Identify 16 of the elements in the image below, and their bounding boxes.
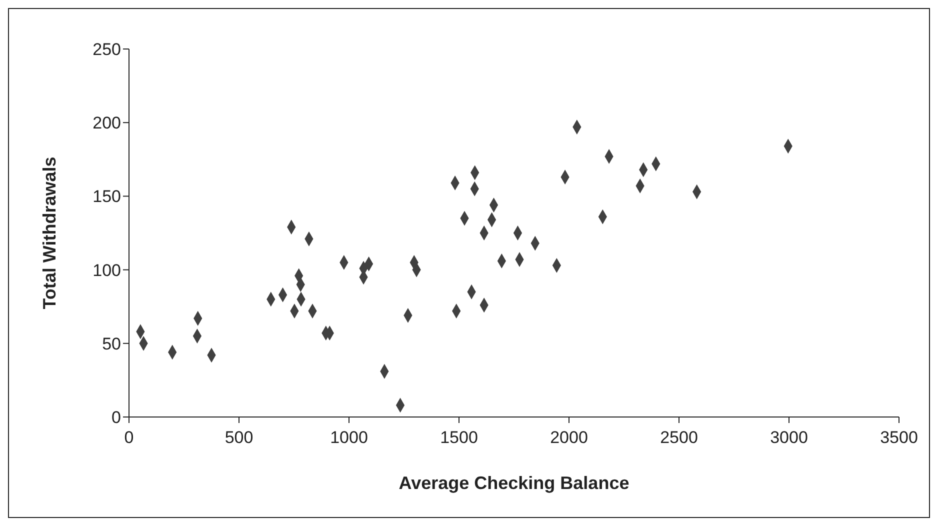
x-tick-label: 1500 <box>440 428 478 448</box>
y-tick-label: 200 <box>92 114 121 133</box>
x-tick-label: 2500 <box>660 428 698 448</box>
x-tick-label: 2000 <box>550 428 588 448</box>
x-tick-label: 0 <box>124 428 134 448</box>
x-tick-label: 500 <box>224 428 254 448</box>
y-tick-label: 0 <box>112 408 121 428</box>
x-tick-label: 1000 <box>330 428 368 448</box>
y-axis-title: Total Withdrawals <box>39 156 60 310</box>
y-tick-label: 250 <box>92 40 121 60</box>
y-tick-label: 50 <box>102 334 121 354</box>
y-tick-label: 100 <box>92 260 121 280</box>
x-tick-label: 3000 <box>770 428 808 448</box>
x-tick-label: 3500 <box>880 428 918 448</box>
x-axis-title: Average Checking Balance <box>398 473 630 493</box>
y-tick-label: 150 <box>92 187 121 206</box>
